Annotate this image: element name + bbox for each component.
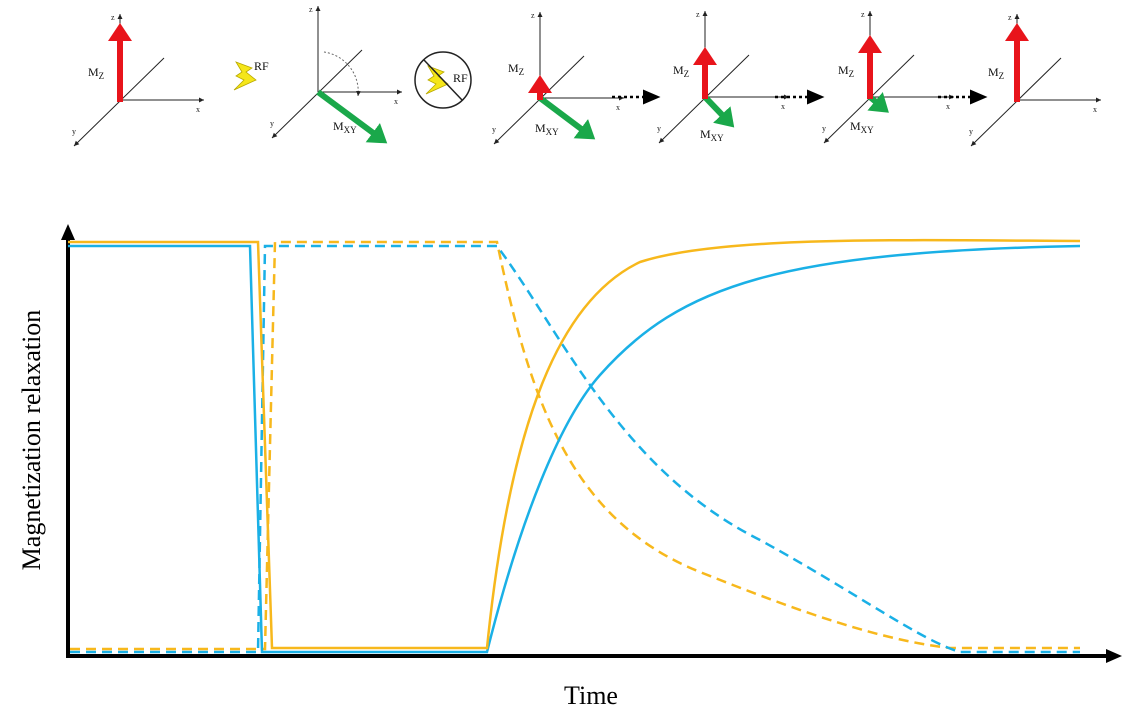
mz-label-sub: Z <box>999 71 1005 81</box>
no-rf-label: RF <box>453 71 468 85</box>
vector-panel: x y z MZ <box>969 13 1101 146</box>
z-axis-label: z <box>111 13 115 22</box>
curve-blue-solid <box>68 246 1080 652</box>
figure: xyzMZxyzMXYxyzMZMXYxyzMZMXYxyzMZMXYxyzMZ… <box>0 0 1124 713</box>
plot: Magnetization relaxation Time <box>17 224 1122 710</box>
z-axis-label: z <box>531 11 535 20</box>
rf-label: RF <box>254 59 269 73</box>
mxy-label: MXY <box>535 121 559 137</box>
mxy-label: MXY <box>700 127 724 143</box>
z-axis-label: z <box>1008 13 1012 22</box>
rf-pulse: RF <box>234 59 269 90</box>
z-axis-label: z <box>309 5 313 14</box>
curve-blue-dashed <box>70 246 1080 652</box>
x-axis-label: x <box>394 97 398 106</box>
z-axis-label: z <box>861 10 865 19</box>
y-axis-label: y <box>270 119 274 128</box>
vector-panel: x y z MXY <box>270 5 402 138</box>
mz-label-sub: Z <box>684 69 690 79</box>
mz-label-main: M <box>838 63 849 77</box>
mz-label-sub: Z <box>849 69 855 79</box>
y-axis-label: y <box>657 124 661 133</box>
y-axis-label: y <box>72 127 76 136</box>
mxy-label-main: M <box>535 121 546 135</box>
x-axis-arrow <box>1106 649 1122 663</box>
mz-label-main: M <box>988 65 999 79</box>
x-axis-label: x <box>781 102 785 111</box>
mz-label: MZ <box>508 61 524 77</box>
vector-panel: x y z MZ <box>72 13 204 146</box>
mxy-label-main: M <box>850 119 861 133</box>
mz-label-sub: Z <box>519 67 525 77</box>
mxy-label-sub: XY <box>546 127 559 137</box>
y-axis-label: y <box>969 127 973 136</box>
mz-label-main: M <box>508 61 519 75</box>
mz-label-main: M <box>88 65 99 79</box>
mxy-label-sub: XY <box>344 125 357 135</box>
curve-orange-dashed <box>70 242 1080 649</box>
mz-label: MZ <box>988 65 1004 81</box>
curve-orange-solid <box>68 240 1080 648</box>
y-axis-label: y <box>822 124 826 133</box>
x-axis-label: Time <box>564 681 618 710</box>
x-axis-label: x <box>1093 105 1097 114</box>
mz-label-main: M <box>673 63 684 77</box>
mz-label: MZ <box>838 63 854 79</box>
mz-label-sub: Z <box>99 71 105 81</box>
y-axis-arrow <box>61 224 75 240</box>
mxy-vector <box>705 97 728 121</box>
x-axis-label: x <box>196 105 200 114</box>
mz-label: MZ <box>88 65 104 81</box>
mz-label: MZ <box>673 63 689 79</box>
lightning-icon <box>426 66 448 94</box>
z-axis-label: z <box>696 10 700 19</box>
lightning-icon <box>234 62 256 90</box>
mxy-label-sub: XY <box>711 133 724 143</box>
mxy-label: MXY <box>850 119 874 135</box>
x-axis-label: x <box>946 102 950 111</box>
y-axis-label: Magnetization relaxation <box>17 310 46 571</box>
mxy-label-main: M <box>333 119 344 133</box>
no-rf: RF <box>415 52 471 108</box>
x-axis-label: x <box>616 103 620 112</box>
mxy-label-sub: XY <box>861 125 874 135</box>
y-axis-label: y <box>492 125 496 134</box>
mxy-label-main: M <box>700 127 711 141</box>
